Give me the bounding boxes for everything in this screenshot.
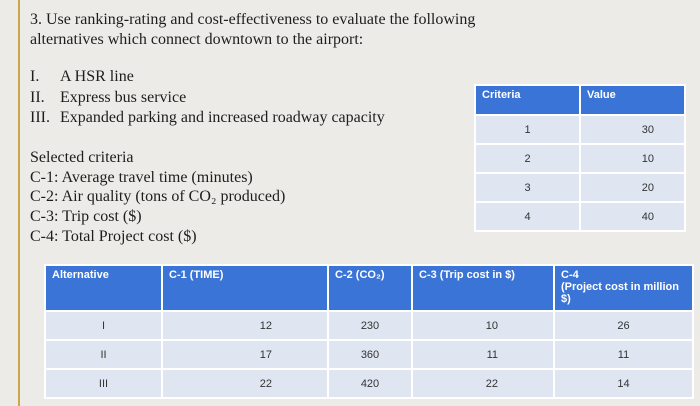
table-cell: 40 bbox=[579, 201, 686, 232]
alternative-item: II. Express bus service bbox=[30, 88, 186, 108]
header-cell: C-4 (Project cost in million $) bbox=[553, 264, 694, 312]
criteria-item: C-1: Average travel time (minutes) bbox=[30, 169, 253, 186]
table-cell: 360 bbox=[327, 339, 413, 370]
table-cell: 420 bbox=[327, 368, 413, 399]
table-row: 1 30 bbox=[474, 114, 686, 145]
criteria-item: C-3: Trip cost ($) bbox=[30, 208, 142, 225]
table-cell: 20 bbox=[579, 172, 686, 203]
table-row: II 17 360 11 11 bbox=[44, 339, 694, 370]
header-cell: Value bbox=[579, 84, 686, 116]
numeral: I. bbox=[30, 68, 40, 85]
table-cell: 11 bbox=[411, 339, 555, 370]
alternative-text: Express bus service bbox=[60, 89, 187, 106]
header-cell: Alternative bbox=[44, 264, 163, 312]
header-text: C-4 bbox=[561, 269, 579, 281]
alternatives-table: Alternative C-1 (TIME) C-2 (CO₂) C-3 (Trip … bbox=[44, 264, 694, 399]
table-row: I 12 230 10 26 bbox=[44, 310, 694, 341]
header-cell: C-3 (Trip cost in $) bbox=[411, 264, 555, 312]
numeral: III. bbox=[30, 109, 50, 126]
table-cell: 12 bbox=[161, 310, 329, 341]
table-cell: 22 bbox=[161, 368, 329, 399]
table-cell: III bbox=[44, 368, 163, 399]
criteria-table: Criteria Value 1 30 2 10 3 20 4 40 bbox=[474, 84, 686, 232]
table-cell: 4 bbox=[474, 201, 581, 232]
margin-line bbox=[18, 0, 20, 406]
alternative-text: A HSR line bbox=[60, 68, 134, 85]
alternative-text: Expanded parking and increased roadway c… bbox=[60, 109, 385, 126]
numeral: II. bbox=[30, 89, 45, 106]
table-cell: 10 bbox=[579, 143, 686, 174]
header-cell: Criteria bbox=[474, 84, 581, 116]
table-cell: 230 bbox=[327, 310, 413, 341]
table-cell: 30 bbox=[579, 114, 686, 145]
header-row: Alternative C-1 (TIME) C-2 (CO₂) C-3 (Trip … bbox=[44, 264, 694, 312]
header-row: Criteria Value bbox=[474, 84, 686, 116]
table-cell: 26 bbox=[553, 310, 694, 341]
table-row: 3 20 bbox=[474, 172, 686, 203]
criteria-item: C-4: Total Project cost ($) bbox=[30, 228, 197, 245]
table-cell: 11 bbox=[553, 339, 694, 370]
table-row: 2 10 bbox=[474, 143, 686, 174]
header-cell: C-1 (TIME) bbox=[161, 264, 329, 312]
question-line: 3. Use ranking-rating and cost-effective… bbox=[30, 11, 476, 28]
table-cell: 3 bbox=[474, 172, 581, 203]
table-cell: I bbox=[44, 310, 163, 341]
table-cell: II bbox=[44, 339, 163, 370]
table-row: 4 40 bbox=[474, 201, 686, 232]
criteria-title: Selected criteria bbox=[30, 149, 134, 166]
table-cell: 2 bbox=[474, 143, 581, 174]
table-cell: 1 bbox=[474, 114, 581, 145]
alternative-item: III. Expanded parking and increased roadw… bbox=[30, 108, 385, 128]
table-row: III 22 420 22 14 bbox=[44, 368, 694, 399]
criteria-item: C-2: Air quality (tons of CO₂ produced) bbox=[30, 188, 286, 205]
question-line: alternatives which connect downtown to t… bbox=[30, 31, 364, 48]
alternative-item: I. A HSR line bbox=[30, 67, 134, 87]
table-cell: 22 bbox=[411, 368, 555, 399]
table-cell: 17 bbox=[161, 339, 329, 370]
table-cell: 14 bbox=[553, 368, 694, 399]
header-text: (Project cost in million $) bbox=[561, 281, 679, 305]
table-cell: 10 bbox=[411, 310, 555, 341]
header-cell: C-2 (CO₂) bbox=[327, 264, 413, 312]
